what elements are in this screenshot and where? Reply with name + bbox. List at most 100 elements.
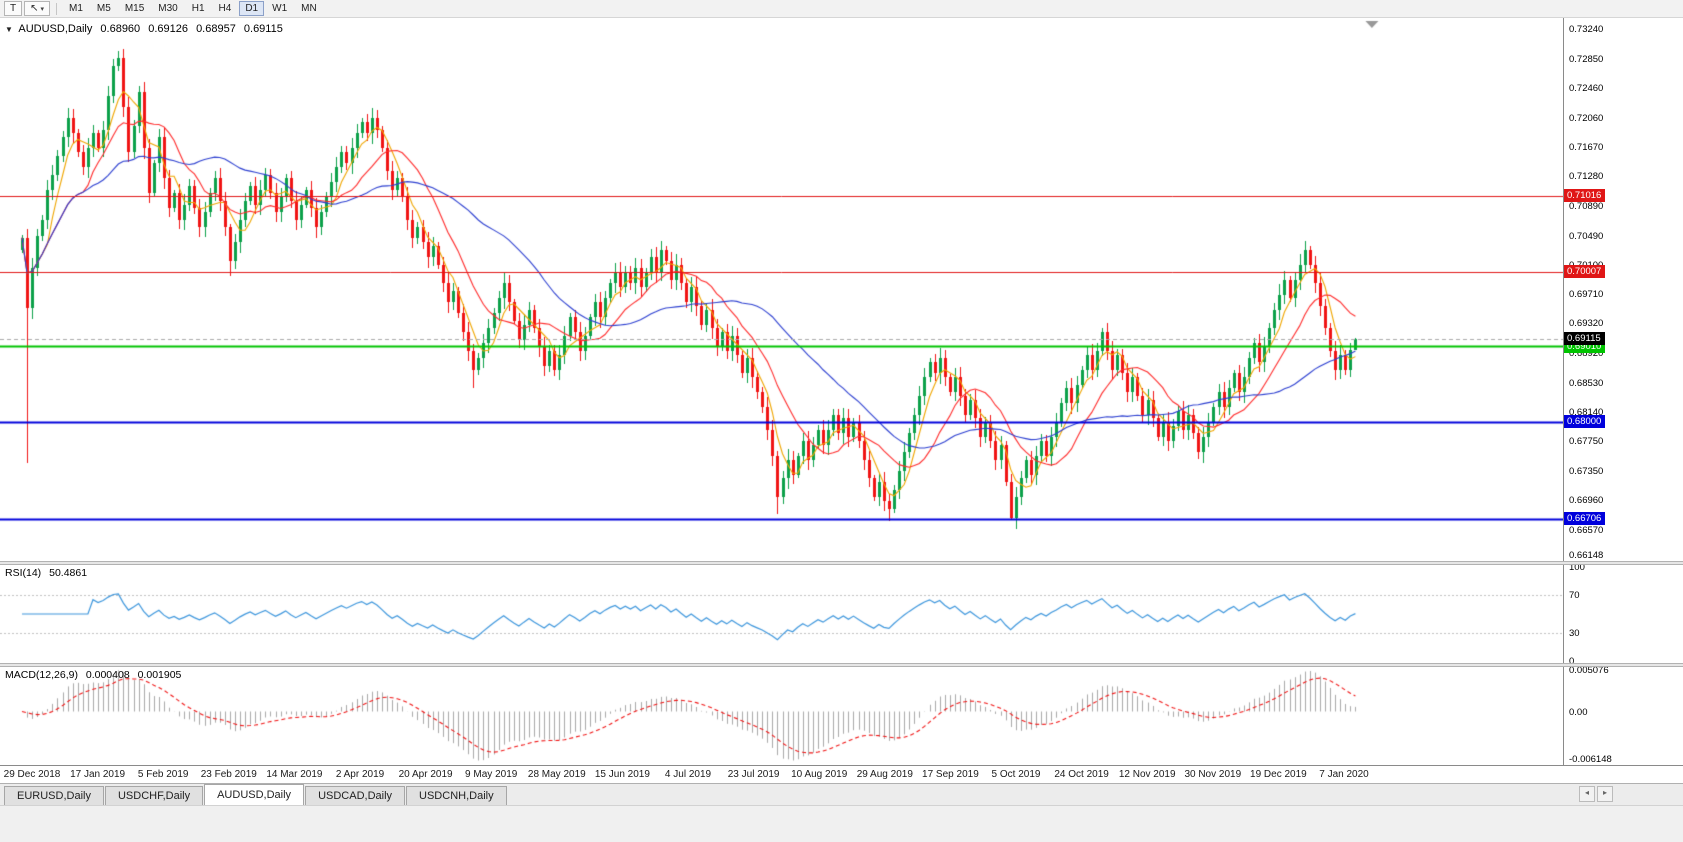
date-tick-label: 30 Nov 2019 xyxy=(1184,769,1242,780)
ohlc-low: 0.68957 xyxy=(196,23,236,35)
macd-value-main: 0.000408 xyxy=(85,669,130,681)
timeframe-button-w1[interactable]: W1 xyxy=(266,1,293,16)
tab-scroll-right-icon[interactable]: ▸ xyxy=(1597,786,1613,802)
ohlc-open: 0.68960 xyxy=(100,23,141,35)
tab-scroll-arrows: ◂ ▸ xyxy=(1577,786,1613,805)
tab-usdcad-daily[interactable]: USDCAD,Daily xyxy=(305,786,406,805)
price-tick-label: 0.66960 xyxy=(1569,495,1604,507)
macd-tick-label: -0.006148 xyxy=(1569,754,1612,765)
price-tick-label: 0.66570 xyxy=(1569,524,1604,536)
price-tick-label: 0.67750 xyxy=(1569,436,1604,447)
tab-label: EURUSD,Daily xyxy=(17,790,91,802)
current-price-tag[interactable]: 0.69115 xyxy=(1564,331,1605,345)
timeframe-button-m30[interactable]: M30 xyxy=(152,1,183,16)
rsi-value: 50.4861 xyxy=(49,567,88,579)
rsi-tick-label: 0 xyxy=(1569,656,1575,667)
tab-label: USDCAD,Daily xyxy=(318,790,393,802)
price-tick-label: 0.67350 xyxy=(1569,466,1604,477)
price-axis[interactable]: 0.73240 0.72850 0.72460 0.72060 0.71670 0.712… xyxy=(1563,18,1683,765)
macd-value-signal: 0.001905 xyxy=(137,669,182,681)
macd-label: MACD(12,26,9) xyxy=(5,669,78,681)
tab-audusd-daily[interactable]: AUDUSD,Daily xyxy=(204,784,305,805)
timeframe-button-mn[interactable]: MN xyxy=(295,1,323,16)
toolbar-separator xyxy=(56,2,58,15)
date-tick-label: 7 Jan 2020 xyxy=(1319,769,1369,780)
chart-tab-bar: EURUSD,Daily USDCHF,Daily AUDUSD,Daily U… xyxy=(0,783,1683,805)
price-line-tag[interactable]: 0.70007 xyxy=(1564,264,1606,278)
cursor-icon: ↖ xyxy=(30,3,39,14)
tab-label: USDCNH,Daily xyxy=(419,790,494,802)
date-tick-label: 29 Dec 2018 xyxy=(3,769,61,780)
date-tick-label: 12 Nov 2019 xyxy=(1118,769,1176,780)
date-tick-label: 5 Oct 2019 xyxy=(991,769,1041,780)
cursor-tool-button[interactable]: ↖ ▾ xyxy=(24,1,51,16)
date-tick-label: 9 May 2019 xyxy=(465,769,518,780)
date-tick-label: 23 Jul 2019 xyxy=(727,769,780,780)
date-tick-label: 24 Oct 2019 xyxy=(1054,769,1109,780)
date-tick-label: 17 Jan 2019 xyxy=(70,769,126,780)
price-tick-label: 0.68920 xyxy=(1569,348,1604,360)
rsi-macd-panel-divider[interactable] xyxy=(0,663,1683,667)
date-tick-label: 20 Apr 2019 xyxy=(398,769,453,780)
date-tick-label: 29 Aug 2019 xyxy=(856,769,913,780)
window-bottom-filler xyxy=(0,805,1683,842)
rsi-header: RSI(14) 50.4861 xyxy=(5,567,92,579)
date-tick-label: 5 Feb 2019 xyxy=(137,769,189,780)
macd-tick-label: 0.00 xyxy=(1569,706,1588,718)
rsi-tick-label: 70 xyxy=(1569,590,1580,602)
chart-title: ▼ AUDUSD,Daily 0.68960 0.69126 0.68957 0… xyxy=(5,23,288,35)
main-rsi-panel-divider[interactable] xyxy=(0,561,1683,565)
date-tick-label: 4 Jul 2019 xyxy=(664,769,712,780)
price-tick-label: 0.66148 xyxy=(1569,550,1604,561)
price-tick-label: 0.68140 xyxy=(1569,406,1604,418)
price-line-tag[interactable]: 0.68000 xyxy=(1564,415,1606,429)
chart-symbol-period: AUDUSD,Daily xyxy=(18,23,93,35)
price-tick-label: 0.69710 xyxy=(1569,289,1604,300)
price-tick-label: 0.72460 xyxy=(1569,82,1604,94)
price-tick-label: 0.70890 xyxy=(1569,200,1604,212)
rsi-tick-label: 100 xyxy=(1569,562,1585,573)
chevron-down-icon: ▾ xyxy=(40,6,45,13)
macd-tick-label: 0.005076 xyxy=(1569,665,1609,676)
chart-canvas[interactable] xyxy=(0,18,1563,765)
timeframe-button-m1[interactable]: M1 xyxy=(63,1,89,16)
price-line-tag[interactable]: 0.66706 xyxy=(1564,512,1606,526)
ohlc-high: 0.69126 xyxy=(148,23,188,35)
tab-scroll-left-icon[interactable]: ◂ xyxy=(1579,786,1595,802)
rsi-tick-label: 30 xyxy=(1569,627,1580,639)
date-tick-label: 28 May 2019 xyxy=(527,769,586,780)
price-tick-label: 0.71280 xyxy=(1569,171,1604,183)
price-tick-label: 0.68530 xyxy=(1569,377,1604,389)
date-tick-label: 15 Jun 2019 xyxy=(594,769,650,780)
timeframe-button-h1[interactable]: H1 xyxy=(186,1,211,16)
date-tick-label: 10 Aug 2019 xyxy=(791,769,848,780)
date-tick-label: 2 Apr 2019 xyxy=(335,769,385,780)
date-axis[interactable]: 29 Dec 2018 17 Jan 2019 5 Feb 2019 23 Feb 2… xyxy=(0,765,1683,783)
timeframe-button-m15[interactable]: M15 xyxy=(119,1,150,16)
tab-usdchf-daily[interactable]: USDCHF,Daily xyxy=(104,786,204,805)
price-tick-label: 0.72060 xyxy=(1569,112,1604,124)
tab-eurusd-daily[interactable]: EURUSD,Daily xyxy=(4,786,104,805)
tab-usdcnh-daily[interactable]: USDCNH,Daily xyxy=(406,786,507,805)
chart-tool-button[interactable]: T xyxy=(4,1,23,16)
tab-label: USDCHF,Daily xyxy=(117,790,191,802)
timeframe-button-m5[interactable]: M5 xyxy=(91,1,117,16)
price-tick-label: 0.69320 xyxy=(1569,318,1604,330)
date-tick-label: 23 Feb 2019 xyxy=(200,769,257,780)
ohlc-close: 0.69115 xyxy=(243,23,283,35)
date-tick-label: 19 Dec 2019 xyxy=(1250,769,1307,780)
price-tick-label: 0.71670 xyxy=(1569,142,1604,153)
price-line-tag[interactable]: 0.71016 xyxy=(1564,189,1606,203)
timeframe-button-d1[interactable]: D1 xyxy=(239,1,265,16)
tab-label: AUDUSD,Daily xyxy=(217,789,292,801)
price-tick-label: 0.72850 xyxy=(1569,53,1604,65)
timeframe-button-h4[interactable]: H4 xyxy=(213,1,238,16)
macd-header: MACD(12,26,9) 0.000408 0.001905 xyxy=(5,669,186,681)
one-click-trading-collapse-icon[interactable]: ▼ xyxy=(5,25,13,34)
price-tick-label: 0.70490 xyxy=(1569,230,1604,242)
date-tick-label: 17 Sep 2019 xyxy=(922,769,979,780)
price-tick-label: 0.73240 xyxy=(1569,24,1604,36)
top-toolbar: T ↖ ▾ M1 M5 M15 M30 H1 H4 D1 W1 MN xyxy=(0,0,1683,18)
date-tick-label: 14 Mar 2019 xyxy=(266,769,323,780)
